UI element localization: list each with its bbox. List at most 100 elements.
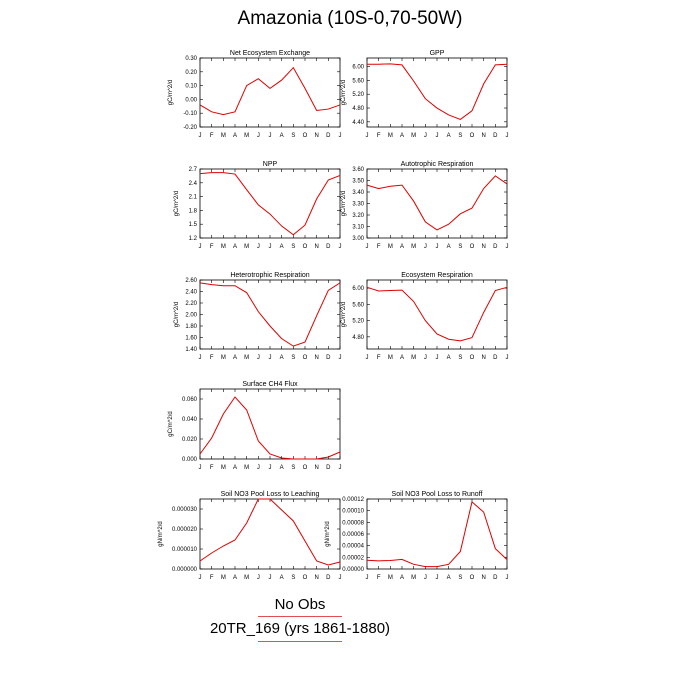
y-tick-label: 0.10	[185, 84, 197, 90]
x-tick-label: O	[470, 355, 475, 361]
x-tick-label: M	[221, 575, 226, 581]
x-tick-label: M	[388, 355, 393, 361]
y-tick-label: 2.20	[185, 301, 197, 307]
y-tick-label: 0.020	[182, 437, 198, 443]
x-tick-label: J	[199, 355, 202, 361]
x-tick-label: J	[436, 575, 439, 581]
y-tick-label: 2.40	[185, 290, 197, 296]
x-tick-label: S	[291, 133, 295, 139]
y-tick-label: -0.20	[183, 125, 197, 131]
x-tick-label: S	[458, 575, 462, 581]
x-tick-label: N	[314, 244, 318, 250]
x-tick-label: M	[221, 244, 226, 250]
x-tick-label: J	[257, 133, 260, 139]
x-tick-label: M	[411, 575, 416, 581]
x-tick-label: J	[366, 133, 369, 139]
y-tick-label: 0.00012	[342, 497, 364, 503]
y-tick-label: 2.7	[189, 167, 198, 173]
y-axis-label: gC/m^2/d	[341, 191, 347, 217]
series-line	[199, 396, 341, 460]
series-line	[199, 66, 341, 116]
plot-frame	[199, 388, 341, 460]
y-tick-label: 0.000000	[172, 567, 198, 573]
plot-frame	[199, 279, 341, 350]
panel-2: GPP J F M A M J J A S O N D J 4.40 4.80 5.20 5.60 6.00 gC/m…	[341, 50, 509, 139]
x-tick-label: J	[339, 133, 342, 139]
x-tick-label: F	[210, 465, 214, 471]
series-line	[199, 498, 341, 566]
series-line	[366, 286, 508, 342]
x-tick-label: O	[470, 133, 475, 139]
x-tick-label: A	[447, 133, 451, 139]
plot-frame	[199, 168, 341, 239]
y-tick-label: 1.80	[185, 324, 197, 330]
y-tick-label: 3.50	[352, 179, 364, 185]
x-tick-label: D	[326, 465, 331, 471]
series-line	[366, 500, 508, 568]
x-tick-label: N	[314, 465, 318, 471]
x-tick-label: S	[291, 465, 295, 471]
panel-title: Autotrophic Respiration	[401, 161, 474, 168]
y-tick-label: 3.40	[352, 190, 364, 196]
x-tick-label: J	[366, 575, 369, 581]
x-tick-label: N	[314, 133, 318, 139]
x-tick-label: M	[221, 133, 226, 139]
x-tick-label: J	[506, 133, 509, 139]
panel-title: Soil NO3 Pool Loss to Runoff	[392, 491, 483, 498]
y-tick-label: 1.5	[189, 222, 198, 228]
y-tick-label: 6.00	[352, 65, 364, 71]
x-tick-label: D	[326, 355, 331, 361]
y-tick-label: 1.2	[189, 236, 198, 242]
x-tick-label: A	[280, 133, 284, 139]
x-tick-label: J	[366, 244, 369, 250]
x-tick-label: A	[447, 244, 451, 250]
x-tick-label: M	[411, 355, 416, 361]
x-tick-label: A	[280, 465, 284, 471]
x-tick-label: A	[447, 355, 451, 361]
x-tick-label: J	[269, 575, 272, 581]
y-tick-label: -0.10	[183, 111, 197, 117]
x-tick-label: D	[493, 133, 498, 139]
panel-9: Soil NO3 Pool Loss to Runoff J F M A M J J A S O N D…	[325, 491, 509, 581]
x-tick-label: M	[221, 465, 226, 471]
x-tick-label: M	[411, 133, 416, 139]
x-tick-label: F	[210, 244, 214, 250]
x-tick-label: A	[400, 355, 404, 361]
y-tick-label: 2.60	[185, 278, 197, 284]
y-tick-label: 0.30	[185, 56, 197, 62]
x-tick-label: N	[314, 355, 318, 361]
x-tick-label: A	[233, 244, 237, 250]
x-tick-label: J	[339, 244, 342, 250]
y-tick-label: 5.60	[352, 302, 364, 308]
x-tick-label: M	[244, 355, 249, 361]
y-tick-label: 4.80	[352, 335, 364, 341]
x-tick-label: A	[280, 355, 284, 361]
x-tick-label: O	[470, 575, 475, 581]
x-tick-label: M	[411, 244, 416, 250]
x-tick-label: D	[326, 244, 331, 250]
x-tick-label: D	[493, 575, 498, 581]
x-tick-label: J	[366, 355, 369, 361]
plot-frame	[199, 498, 341, 570]
x-tick-label: M	[388, 575, 393, 581]
x-tick-label: J	[257, 355, 260, 361]
y-tick-label: 1.60	[185, 336, 197, 342]
x-tick-label: M	[388, 133, 393, 139]
y-tick-label: 0.040	[182, 417, 198, 423]
legend-model-line	[258, 641, 342, 642]
series-line	[366, 175, 508, 231]
y-tick-label: 0.00	[185, 97, 197, 103]
plot-frame	[366, 168, 508, 239]
x-tick-label: A	[400, 244, 404, 250]
y-tick-label: 0.00000	[342, 567, 364, 573]
panel-title: NPP	[263, 161, 278, 168]
x-tick-label: J	[436, 244, 439, 250]
x-tick-label: A	[447, 575, 451, 581]
x-tick-label: N	[481, 244, 485, 250]
y-axis-label: gN/m^2/d	[325, 521, 331, 547]
x-tick-label: J	[257, 244, 260, 250]
y-tick-label: 6.00	[352, 286, 364, 292]
x-tick-label: A	[233, 133, 237, 139]
